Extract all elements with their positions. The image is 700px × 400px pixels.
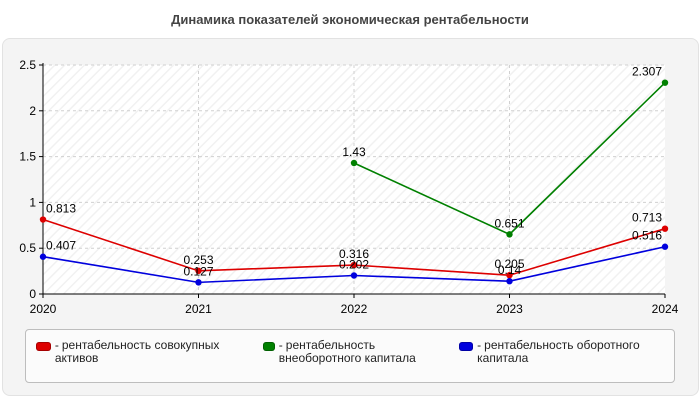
legend-swatch-green: [263, 342, 275, 351]
legend-text: рентабельность оборотного капитала: [477, 338, 640, 365]
legend-label-total-assets: - рентабельность совокупных активов: [55, 339, 251, 365]
legend-text: рентабельность внеоборотного капитала: [278, 338, 416, 365]
y-tick-label: 2: [29, 104, 36, 118]
data-label: 1.43: [342, 145, 366, 159]
chart-title: Динамика показателей экономическая рента…: [171, 12, 529, 27]
legend-text: рентабельность совокупных активов: [54, 338, 220, 365]
series-lines: [39, 79, 669, 286]
data-point[interactable]: [350, 261, 358, 269]
data-label: 0.407: [46, 239, 76, 253]
y-tick-label: 0: [29, 287, 36, 301]
data-label: 0.813: [46, 202, 76, 216]
legend-dash: -: [54, 338, 59, 352]
legend-item-working-capital[interactable]: - рентабельность оборотного капитала: [459, 339, 669, 365]
x-tick-label: 2023: [496, 302, 523, 316]
data-point[interactable]: [195, 279, 202, 286]
data-label: 2.307: [632, 65, 662, 79]
legend-item-total-assets[interactable]: - рентабельность совокупных активов: [36, 339, 251, 365]
legend-swatch-red: [36, 342, 51, 351]
data-label: 0.713: [632, 211, 662, 225]
y-tick-label: 1: [29, 195, 36, 209]
data-label: 0.651: [494, 216, 524, 230]
y-tick-label: 1.5: [19, 150, 36, 164]
data-point[interactable]: [39, 253, 47, 260]
legend-item-non-current-capital[interactable]: - рентабельность внеоборотного капитала: [263, 339, 453, 365]
y-tick-label: 2.5: [19, 58, 36, 72]
data-label: 0.253: [183, 253, 213, 267]
legend-swatch-blue: [459, 342, 474, 351]
data-label: 0.516: [632, 229, 662, 243]
x-tick-label: 2020: [30, 302, 57, 316]
data-point[interactable]: [661, 225, 669, 232]
legend-dash: -: [477, 338, 482, 352]
data-point[interactable]: [195, 267, 202, 275]
data-point[interactable]: [661, 79, 669, 86]
data-point[interactable]: [506, 277, 513, 285]
data-labels: 0.813 0.253 0.316 0.205 0.713 1.43 0.651 2.307 0…: [46, 65, 662, 279]
data-point[interactable]: [661, 243, 669, 250]
data-label: 0.127: [183, 264, 213, 278]
y-tick-labels: 0 0.5 1 1.5 2 2.5: [19, 58, 43, 301]
data-point[interactable]: [39, 216, 47, 223]
data-point[interactable]: [350, 272, 358, 279]
y-tick-label: 0.5: [19, 241, 36, 255]
data-point[interactable]: [506, 231, 513, 238]
legend-label-working-capital: - рентабельность оборотного капитала: [477, 339, 669, 365]
legend: - рентабельность совокупных активов - рент…: [25, 329, 675, 383]
x-tick-label: 2024: [652, 302, 679, 316]
gridlines: [43, 64, 665, 294]
legend-dash: -: [278, 338, 283, 352]
data-label: 0.14: [498, 263, 522, 277]
x-tick-label: 2021: [185, 302, 212, 316]
data-point[interactable]: [350, 159, 358, 167]
data-label: 0.316: [339, 247, 369, 261]
data-label: 0.205: [494, 257, 524, 271]
data-label: 0.202: [339, 257, 369, 271]
x-tick-label: 2022: [341, 302, 368, 316]
legend-label-non-current-capital: - рентабельность внеоборотного капитала: [279, 339, 453, 365]
data-point[interactable]: [506, 272, 513, 279]
x-tick-labels: 2020 2021 2022 2023 2024: [30, 294, 679, 316]
